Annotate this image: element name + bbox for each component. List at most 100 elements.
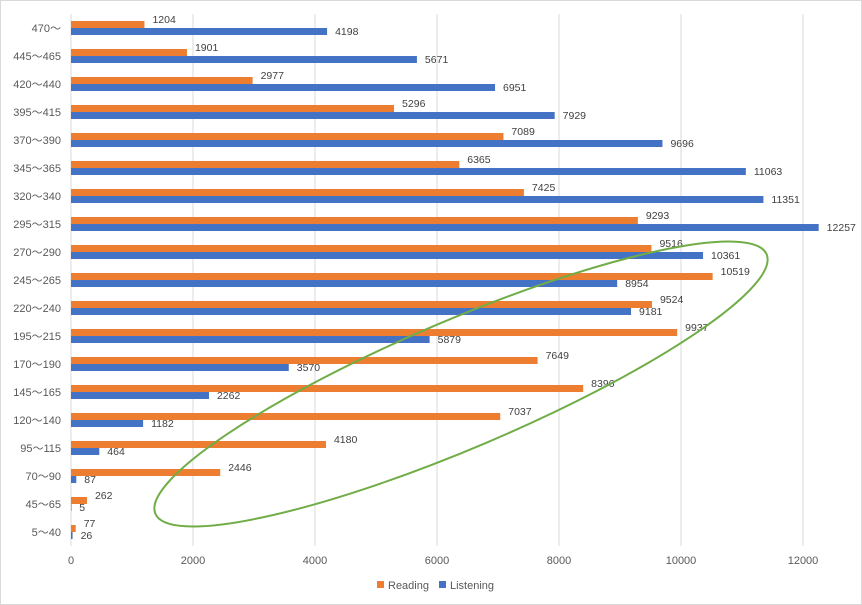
- bar-listening: [71, 476, 77, 483]
- y-tick-label: 270～290: [13, 247, 61, 259]
- data-label-listening: 3570: [297, 362, 321, 374]
- bar-reading: [71, 301, 652, 308]
- bar-listening: [71, 504, 72, 511]
- bar-reading: [71, 497, 87, 504]
- y-tick-label: 470～: [32, 23, 61, 35]
- data-label-reading: 7649: [546, 350, 570, 362]
- y-tick-label: 45～65: [26, 499, 61, 511]
- bar-reading: [71, 469, 221, 476]
- bar-reading: [71, 161, 460, 168]
- legend-label-reading: Reading: [388, 580, 429, 592]
- y-tick-label: 195～215: [13, 331, 61, 343]
- bar-listening: [71, 308, 632, 315]
- y-axis-labels: 5～40 45～65 70～90 95～115 120～140 145～165 170～19…: [13, 23, 61, 539]
- data-label-listening: 5879: [438, 334, 462, 346]
- y-tick-label: 95～115: [20, 443, 61, 455]
- data-label-reading: 4180: [334, 434, 358, 446]
- y-tick-label: 145～165: [13, 387, 61, 399]
- data-label-reading: 9937: [685, 322, 709, 334]
- bar-listening: [71, 84, 496, 91]
- bar-listening: [71, 252, 704, 259]
- x-axis-labels: 0 2000 4000 6000 8000 10000 12000: [68, 555, 818, 567]
- bar-reading: [71, 217, 638, 224]
- y-tick-label: 220～240: [13, 303, 61, 315]
- bar-reading: [71, 21, 145, 28]
- bar-listening: [71, 420, 144, 427]
- data-label-listening: 11351: [771, 194, 800, 206]
- data-label-reading: 262: [95, 490, 113, 502]
- x-tick-label: 10000: [666, 555, 697, 567]
- data-label-listening: 12257: [827, 222, 856, 234]
- data-label-listening: 10361: [711, 250, 740, 262]
- data-label-reading: 7037: [508, 406, 532, 418]
- data-label-listening: 1182: [151, 418, 174, 430]
- data-label-reading: 1901: [195, 42, 219, 54]
- data-label-listening: 5: [79, 502, 85, 514]
- bar-reading: [71, 385, 584, 392]
- data-label-reading: 7425: [532, 182, 556, 194]
- data-label-listening: 464: [107, 446, 125, 458]
- bar-reading: [71, 441, 326, 448]
- data-label-reading: 77: [84, 518, 96, 530]
- legend: Reading Listening: [377, 580, 494, 592]
- x-tick-label: 4000: [303, 555, 327, 567]
- data-label-reading: 5296: [402, 98, 426, 110]
- bar-listening: [71, 336, 430, 343]
- legend-label-listening: Listening: [450, 580, 494, 592]
- bar-listening: [71, 196, 764, 203]
- data-label-listening: 26: [81, 530, 93, 542]
- y-tick-label: 170～190: [13, 359, 61, 371]
- y-tick-label: 5～40: [32, 527, 61, 539]
- data-label-reading: 2977: [261, 70, 285, 82]
- y-tick-label: 395～415: [13, 107, 61, 119]
- bar-reading: [71, 357, 538, 364]
- bar-listening: [71, 28, 328, 35]
- data-label-listening: 11063: [754, 166, 783, 178]
- y-tick-label: 345～365: [13, 163, 61, 175]
- data-label-reading: 9524: [660, 294, 684, 306]
- bar-reading: [71, 413, 501, 420]
- data-label-listening: 6951: [503, 82, 527, 94]
- bar-listening: [71, 56, 417, 63]
- bar-reading: [71, 245, 652, 252]
- data-label-listening: 87: [84, 474, 96, 486]
- bar-listening: [71, 280, 618, 287]
- bar-listening: [71, 364, 289, 371]
- data-label-reading: 6365: [467, 154, 491, 166]
- x-tick-label: 8000: [547, 555, 571, 567]
- y-tick-label: 420～440: [13, 79, 61, 91]
- data-label-reading: 8396: [591, 378, 615, 390]
- data-label-listening: 8954: [625, 278, 649, 290]
- y-tick-label: 70～90: [26, 471, 61, 483]
- bar-reading: [71, 77, 253, 84]
- data-label-listening: 9181: [639, 306, 663, 318]
- data-label-reading: 9293: [646, 210, 670, 222]
- data-label-listening: 9696: [670, 138, 694, 150]
- x-tick-label: 6000: [425, 555, 449, 567]
- bar-reading: [71, 105, 395, 112]
- bar-listening: [71, 448, 100, 455]
- data-label-reading: 1204: [152, 14, 176, 26]
- y-tick-label: 245～265: [13, 275, 61, 287]
- bar-reading: [71, 189, 524, 196]
- bar-reading: [71, 329, 678, 336]
- bar-listening: [71, 532, 73, 539]
- bar-reading: [71, 49, 187, 56]
- data-label-listening: 7929: [563, 110, 587, 122]
- legend-swatch-reading: [377, 581, 384, 588]
- bar-listening: [71, 392, 209, 399]
- data-label-listening: 2262: [217, 390, 241, 402]
- annotation: [153, 240, 769, 528]
- y-tick-label: 320～340: [13, 191, 61, 203]
- bar-listening: [71, 224, 819, 231]
- legend-swatch-listening: [439, 581, 446, 588]
- bar-listening: [71, 112, 555, 119]
- y-tick-label: 295～315: [13, 219, 61, 231]
- y-tick-label: 120～140: [13, 415, 61, 427]
- y-tick-label: 445～465: [13, 51, 61, 63]
- bar-reading: [71, 133, 504, 140]
- bar-reading: [71, 525, 76, 532]
